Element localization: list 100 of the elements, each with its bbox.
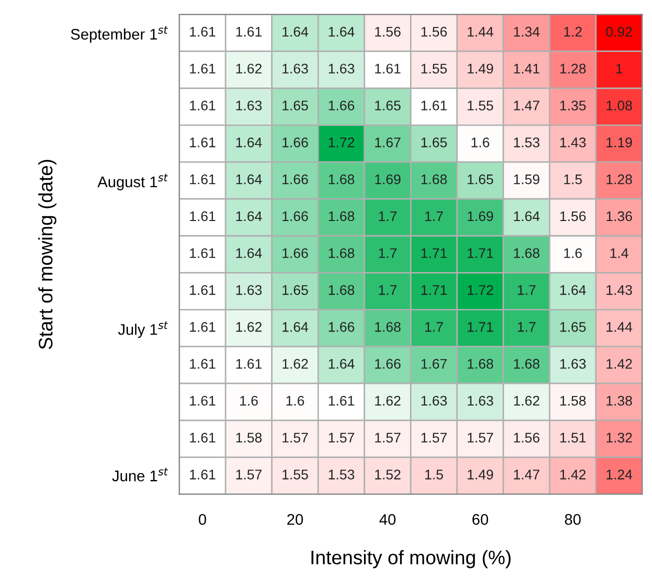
data-label: 1.6 bbox=[286, 396, 304, 406]
data-label: 1 bbox=[616, 64, 622, 74]
data-label: 1.47 bbox=[514, 100, 540, 110]
data-label: 1.51 bbox=[560, 432, 586, 443]
data-label: 1.63 bbox=[560, 358, 586, 369]
data-label: 1.63 bbox=[468, 396, 494, 406]
data-label: 1.55 bbox=[282, 470, 308, 480]
data-label: 1.64 bbox=[328, 26, 354, 37]
data-label: 1.44 bbox=[468, 26, 494, 36]
data-label: 1.6 bbox=[472, 138, 490, 148]
data-label: 1.65 bbox=[282, 285, 308, 295]
data-label: 1.32 bbox=[606, 432, 632, 443]
data-label: 1.66 bbox=[328, 100, 354, 110]
y-tick-label: August 1$^{st}$ bbox=[97, 174, 168, 190]
data-label: 1.68 bbox=[328, 211, 354, 222]
data-label: 1.65 bbox=[560, 322, 586, 332]
x-tick-label: 60 bbox=[472, 514, 488, 525]
data-label: 1.72 bbox=[468, 285, 494, 295]
data-label: 1.58 bbox=[236, 432, 262, 443]
data-label: 1.68 bbox=[375, 322, 401, 332]
data-label: 1.7 bbox=[379, 248, 397, 258]
data-label: 1.53 bbox=[328, 470, 354, 480]
data-label: 1.34 bbox=[514, 26, 540, 37]
data-label: 1.59 bbox=[514, 174, 540, 184]
data-label: 1.65 bbox=[468, 174, 494, 184]
data-label: 1.57 bbox=[468, 432, 494, 443]
data-label: 1.24 bbox=[606, 470, 632, 480]
data-label: 1.63 bbox=[236, 100, 262, 110]
data-label: 1.66 bbox=[282, 138, 308, 148]
data-label: 1.52 bbox=[375, 470, 400, 480]
data-label: 1.66 bbox=[328, 322, 354, 332]
data-label: 1.55 bbox=[468, 100, 494, 110]
data-label: 1.61 bbox=[421, 100, 447, 110]
data-label: 1.71 bbox=[468, 248, 494, 258]
x-axis-title: Intensity of mowing (%) bbox=[312, 550, 511, 568]
data-label: 1.68 bbox=[328, 174, 354, 184]
data-label: 1.62 bbox=[236, 322, 262, 332]
data-label: 1.47 bbox=[514, 470, 540, 480]
data-label: 1.56 bbox=[560, 211, 586, 222]
data-label: 1.66 bbox=[375, 358, 401, 369]
data-label: 1.6 bbox=[240, 396, 258, 406]
data-label: 1.61 bbox=[190, 174, 216, 184]
data-label: 1.64 bbox=[282, 322, 308, 332]
data-label: 1.56 bbox=[514, 432, 540, 443]
data-label: 1.49 bbox=[468, 64, 494, 74]
data-label: 1.61 bbox=[190, 470, 216, 480]
data-label: 1.57 bbox=[236, 470, 262, 480]
data-label: 1.4 bbox=[610, 248, 628, 258]
data-label: 1.35 bbox=[560, 100, 586, 110]
data-label: 1.57 bbox=[282, 432, 308, 443]
data-label: 1.58 bbox=[560, 396, 586, 406]
data-label: 1.61 bbox=[236, 358, 262, 369]
data-label: 1.64 bbox=[236, 138, 262, 148]
y-tick-label: June 1$^{st}$ bbox=[112, 468, 168, 482]
x-tick-label: 0 bbox=[198, 514, 206, 525]
data-label: 1.61 bbox=[190, 432, 216, 443]
data-label: 1.63 bbox=[421, 396, 447, 406]
data-label: 1.64 bbox=[236, 248, 262, 258]
y-tick-label: July 1$^{st}$ bbox=[118, 321, 168, 338]
data-label: 1.63 bbox=[328, 64, 354, 74]
x-tick-label: 80 bbox=[564, 514, 581, 525]
data-label: 1.61 bbox=[190, 26, 216, 37]
data-label: 0.92 bbox=[606, 26, 632, 37]
data-label: 1.62 bbox=[282, 358, 308, 369]
data-label: 1.65 bbox=[375, 100, 401, 110]
data-label: 1.61 bbox=[328, 396, 354, 406]
data-label: 1.43 bbox=[560, 138, 586, 148]
data-label: 1.36 bbox=[606, 211, 632, 222]
data-label: 1.38 bbox=[606, 396, 632, 406]
data-label: 1.56 bbox=[375, 26, 401, 37]
data-label: 1.62 bbox=[514, 396, 540, 406]
data-label: 1.62 bbox=[236, 64, 262, 74]
data-label: 1.7 bbox=[425, 322, 443, 332]
data-label: 1.68 bbox=[421, 174, 447, 184]
data-label: 1.56 bbox=[421, 26, 447, 37]
data-label: 1.19 bbox=[606, 138, 632, 148]
data-label: 1.71 bbox=[421, 285, 447, 295]
x-tick-label: 20 bbox=[287, 514, 303, 525]
data-label: 1.28 bbox=[606, 174, 632, 184]
data-label: 1.2 bbox=[564, 26, 582, 36]
data-label: 1.67 bbox=[421, 358, 447, 369]
data-label: 1.61 bbox=[190, 322, 216, 332]
data-label: 1.61 bbox=[190, 396, 216, 406]
data-label: 1.49 bbox=[468, 470, 494, 480]
data-label: 1.64 bbox=[560, 285, 586, 295]
data-label: 1.5 bbox=[564, 174, 582, 184]
data-label: 1.66 bbox=[282, 211, 308, 222]
data-label: 1.08 bbox=[606, 100, 632, 110]
data-label: 1.55 bbox=[421, 64, 447, 74]
data-label: 1.61 bbox=[190, 138, 216, 148]
data-label: 1.42 bbox=[560, 470, 586, 480]
data-label: 1.65 bbox=[282, 100, 308, 110]
data-label: 1.7 bbox=[379, 211, 397, 222]
data-label: 1.61 bbox=[190, 64, 216, 74]
data-label: 1.68 bbox=[328, 248, 354, 258]
data-label: 1.64 bbox=[236, 211, 262, 222]
data-label: 1.61 bbox=[190, 248, 216, 258]
data-label: 1.72 bbox=[328, 138, 354, 148]
data-label: 1.68 bbox=[328, 285, 354, 295]
data-label: 1.62 bbox=[375, 396, 400, 406]
